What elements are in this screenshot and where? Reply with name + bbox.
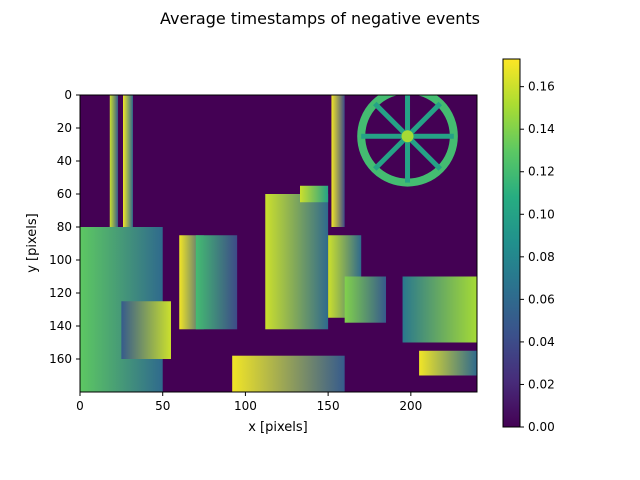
y-tick-label: 60 bbox=[57, 187, 72, 201]
y-tick-label: 160 bbox=[49, 352, 72, 366]
colorbar-tick-label: 0.02 bbox=[528, 377, 555, 391]
heatmap-region bbox=[373, 101, 410, 139]
heatmap-region bbox=[373, 134, 410, 171]
x-axis-label: x [pixels] bbox=[248, 420, 308, 435]
colorbar-tick-label: 0.14 bbox=[528, 122, 555, 136]
colorbar-tick-label: 0.16 bbox=[528, 80, 555, 94]
y-tick-label: 100 bbox=[49, 253, 72, 267]
y-tick-label: 120 bbox=[49, 286, 72, 300]
heatmap-region bbox=[121, 301, 171, 359]
y-tick-label: 20 bbox=[57, 121, 72, 135]
x-tick-label: 100 bbox=[234, 399, 257, 413]
heatmap-region bbox=[419, 350, 477, 376]
heatmap-region bbox=[123, 95, 133, 227]
x-tick-label: 200 bbox=[399, 399, 422, 413]
colorbar-tick-label: 0.12 bbox=[528, 165, 555, 179]
heatmap-region bbox=[109, 95, 119, 236]
chart-title: Average timestamps of negative events bbox=[160, 9, 480, 28]
y-tick-label: 40 bbox=[57, 154, 72, 168]
x-tick-label: 150 bbox=[317, 399, 340, 413]
heatmap-region bbox=[265, 194, 329, 330]
plot-frame bbox=[79, 94, 478, 393]
y-tick-label: 0 bbox=[64, 88, 72, 102]
colorbar-tick-label: 0.06 bbox=[528, 292, 555, 306]
heatmap-region bbox=[402, 276, 477, 343]
heatmap-region bbox=[331, 95, 345, 227]
y-axis: 0 20 40 60 80 100 120 140 160 bbox=[49, 88, 80, 366]
x-axis: 0 50 100 150 200 bbox=[76, 392, 422, 413]
heatmap-region bbox=[405, 134, 443, 171]
colorbar-gradient bbox=[502, 58, 521, 428]
heatmap-region bbox=[344, 276, 387, 323]
x-tick-label: 0 bbox=[76, 399, 84, 413]
y-tick-label: 140 bbox=[49, 319, 72, 333]
y-axis-label: y [pixels] bbox=[25, 213, 40, 273]
heatmap-plot-area bbox=[79, 94, 478, 393]
heatmap-region bbox=[401, 130, 414, 143]
colorbar-tick-label: 0.04 bbox=[528, 335, 555, 349]
y-tick-label: 80 bbox=[57, 220, 72, 234]
colorbar-tick-label: 0.00 bbox=[528, 420, 555, 434]
heatmap-region bbox=[232, 355, 345, 392]
heatmap-region bbox=[195, 235, 238, 330]
colorbar-tick-label: 0.08 bbox=[528, 250, 555, 264]
heatmap-region bbox=[300, 185, 329, 203]
x-tick-label: 50 bbox=[155, 399, 170, 413]
heatmap-region bbox=[405, 101, 443, 139]
colorbar-tick-label: 0.10 bbox=[528, 207, 555, 221]
colorbar: 0.00 0.02 0.04 0.06 0.08 0.10 0.12 0.14 0.16 bbox=[502, 58, 555, 434]
